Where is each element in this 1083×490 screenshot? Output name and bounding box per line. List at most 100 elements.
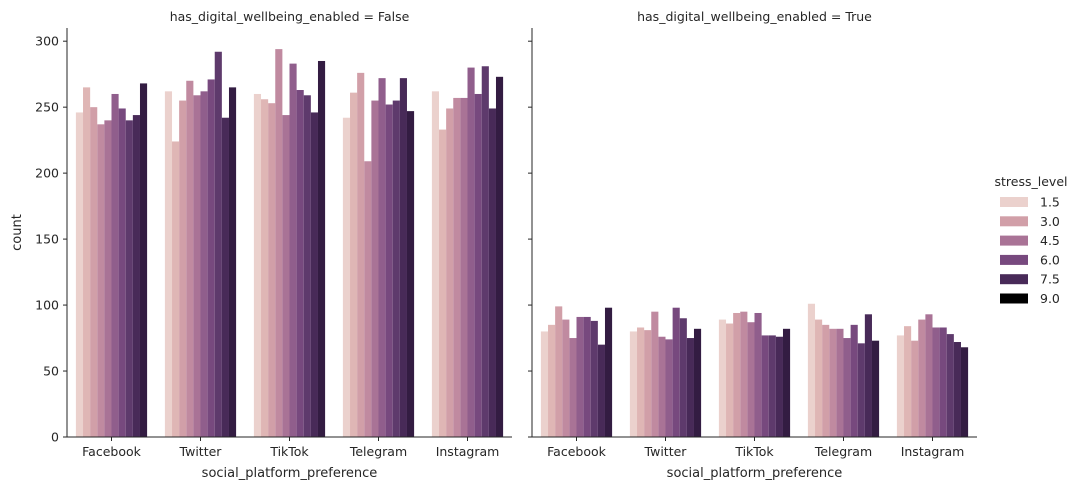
x-tick-label: Instagram (901, 444, 965, 459)
bar (604, 307, 613, 437)
bar (597, 344, 605, 437)
bar (90, 107, 98, 437)
bar (747, 322, 755, 437)
bar (481, 66, 489, 437)
bar (754, 312, 762, 437)
legend-label: 1.5 (1040, 195, 1060, 210)
y-tick-label: 0 (51, 430, 59, 445)
bar (303, 95, 311, 437)
bar (75, 112, 84, 437)
bar (822, 324, 830, 437)
bar (576, 316, 584, 437)
bar (406, 111, 415, 438)
bar (939, 327, 947, 437)
bar (83, 87, 91, 438)
y-tick-label: 150 (35, 232, 59, 247)
bar (733, 312, 741, 437)
bar (925, 314, 933, 437)
x-tick-label: Twitter (179, 444, 223, 459)
bar (179, 100, 187, 437)
bar (904, 326, 912, 437)
bar (296, 90, 304, 437)
bar (207, 79, 215, 437)
legend-swatch (1000, 197, 1028, 207)
bar (637, 327, 645, 437)
bar (555, 306, 563, 437)
bar (658, 336, 666, 437)
bar (261, 99, 269, 437)
bar (385, 104, 393, 438)
bar (693, 328, 702, 437)
legend-swatch (1000, 274, 1028, 285)
y-tick-label: 300 (35, 34, 59, 49)
legend-label: 6.0 (1040, 252, 1060, 267)
bar (446, 108, 454, 437)
bar (918, 319, 926, 437)
bar (850, 324, 858, 437)
bar (843, 338, 851, 437)
bar (399, 78, 407, 437)
bar (651, 311, 659, 437)
bar (371, 100, 379, 437)
bar (139, 83, 148, 437)
bar (186, 80, 194, 438)
legend-swatch (1000, 254, 1028, 265)
legend-title: stress_level (995, 174, 1068, 189)
x-axis-title: social_platform_preference (202, 466, 378, 481)
bar (932, 327, 940, 437)
bar (629, 331, 638, 437)
y-tick-label: 50 (43, 364, 59, 379)
bar (726, 323, 734, 437)
x-tick-label: Twitter (644, 444, 688, 459)
bar (775, 336, 783, 437)
bar (495, 76, 504, 437)
bar (200, 91, 208, 437)
bar (946, 334, 954, 437)
bar (672, 307, 680, 437)
bar (562, 319, 570, 437)
bar (431, 91, 440, 437)
bar (960, 347, 969, 437)
bar (665, 339, 673, 437)
bar (221, 117, 229, 437)
bar (761, 335, 769, 437)
bar (453, 97, 461, 438)
bar (871, 340, 880, 437)
x-axis-title: social_platform_preference (667, 466, 843, 481)
bar (896, 335, 905, 437)
bar (782, 328, 791, 437)
bar (172, 141, 180, 437)
x-tick-label: Facebook (547, 444, 606, 459)
x-tick-label: Instagram (436, 444, 500, 459)
bar (807, 303, 816, 437)
bar (718, 319, 727, 437)
bar (392, 100, 400, 437)
bar (132, 115, 140, 437)
bar (583, 316, 591, 437)
legend-label: 3.0 (1040, 214, 1060, 229)
bar (253, 93, 262, 437)
x-tick-label: Telegram (349, 444, 407, 459)
bar (310, 112, 318, 437)
legend-label: 4.5 (1040, 233, 1060, 248)
bar (590, 320, 598, 437)
x-tick-label: Telegram (814, 444, 872, 459)
y-tick-label: 100 (35, 298, 59, 313)
x-tick-label: TikTok (269, 444, 309, 459)
bar (104, 120, 112, 437)
bar (857, 343, 865, 437)
bar (467, 67, 475, 437)
bar (228, 87, 237, 438)
bar (815, 319, 823, 437)
bar (569, 338, 577, 437)
bar (342, 117, 351, 437)
bar (193, 95, 201, 437)
bar (836, 328, 844, 437)
bar (740, 311, 748, 437)
bar (282, 115, 290, 437)
bar (911, 340, 919, 437)
facet-title: has_digital_wellbeing_enabled = True (637, 9, 872, 24)
bar (289, 63, 297, 438)
bar (686, 338, 694, 437)
